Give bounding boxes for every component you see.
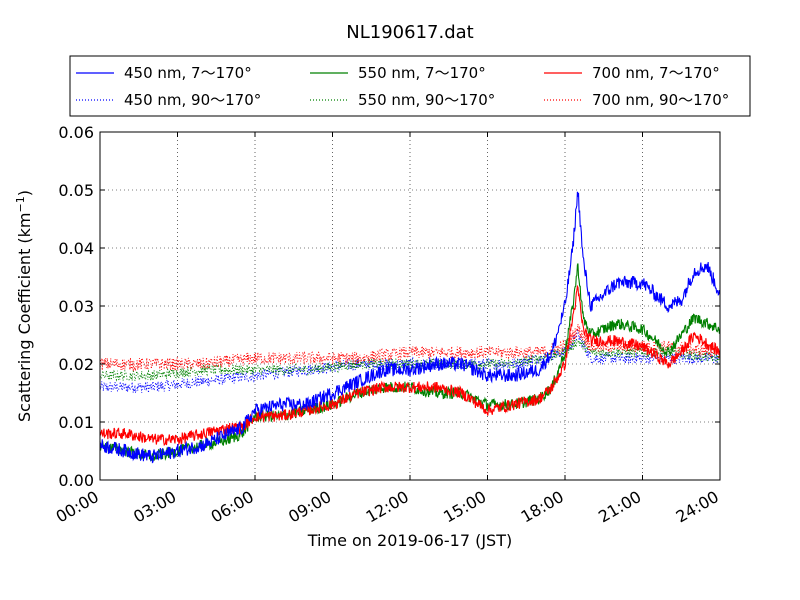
x-tick-label: 00:00 (53, 487, 102, 527)
series-line-3 (99, 339, 721, 382)
legend: 450 nm, 7～170° 450 nm, 90～170° 550 nm, 7～1… (69, 55, 751, 117)
x-axis-label: Time on 2019-06-17 (JST) (307, 531, 512, 550)
y-tick-label: 0.06 (58, 123, 94, 142)
x-tick-label: 18:00 (518, 487, 567, 527)
x-tick-label: 21:00 (595, 487, 644, 527)
y-tick-label: 0.02 (58, 355, 94, 374)
legend-label-0: 450 nm, 7～170° (124, 64, 252, 82)
legend-label-3: 550 nm, 90～170° (358, 91, 495, 109)
grid (100, 132, 720, 480)
y-tick-label: 0.00 (58, 471, 94, 490)
series-line-1 (99, 329, 721, 394)
y-tick-label: 0.04 (58, 239, 94, 258)
x-tick-label: 12:00 (363, 487, 412, 527)
y-axis-label-main: Scattering Coefficient (km (15, 212, 34, 422)
x-tick-label: 06:00 (208, 487, 257, 527)
y-axis-label: Scattering Coefficient (km−1) (14, 190, 34, 422)
x-tick-label: 09:00 (285, 487, 334, 527)
series-line-4 (99, 284, 721, 446)
series-layer (99, 191, 721, 464)
y-tick-label: 0.05 (58, 181, 94, 200)
x-tick-label: 03:00 (130, 487, 179, 527)
legend-label-2: 550 nm, 7～170° (358, 64, 486, 82)
legend-label-1: 450 nm, 90～170° (124, 91, 261, 109)
x-tick-label: 15:00 (440, 487, 489, 527)
y-axis-label-close: ) (15, 190, 34, 196)
chart-title: NL190617.dat (346, 22, 473, 43)
y-tick-label: 0.01 (58, 413, 94, 432)
legend-label-5: 700 nm, 90～170° (592, 91, 729, 109)
legend-label-4: 700 nm, 7～170° (592, 64, 720, 82)
series-line-5 (99, 324, 721, 372)
legend-box (69, 55, 751, 117)
series-line-0 (99, 191, 721, 464)
x-tick-label: 24:00 (673, 487, 722, 527)
y-tick-label: 0.03 (58, 297, 94, 316)
y-axis-label-superscript: −1 (14, 196, 27, 212)
